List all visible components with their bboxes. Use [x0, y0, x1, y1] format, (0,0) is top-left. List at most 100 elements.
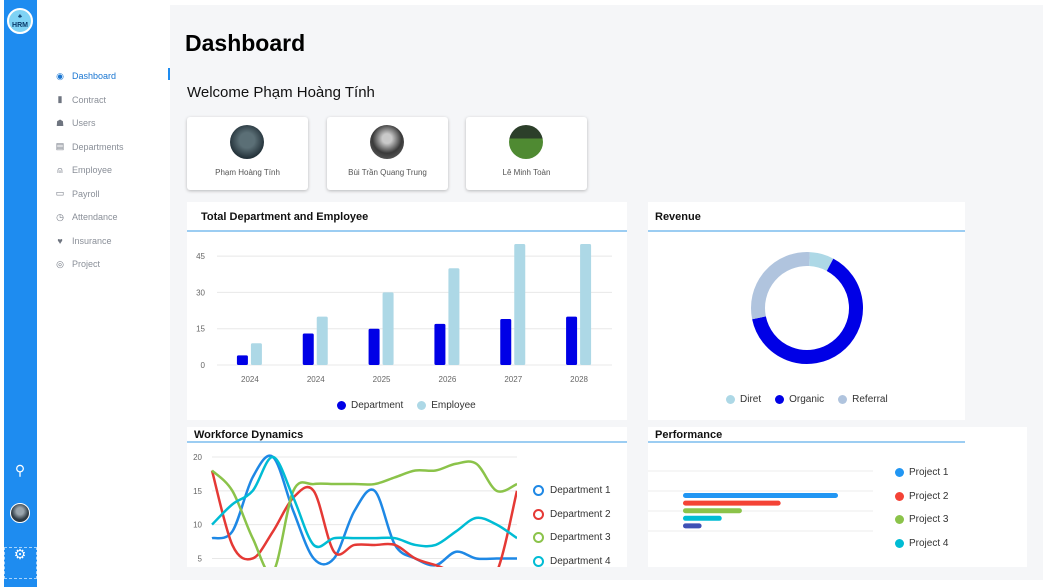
bar-project-5[interactable] [683, 523, 702, 529]
bar-employee[interactable] [250, 343, 262, 365]
users-icon: ☗ [55, 117, 65, 128]
legend-label: Referral [852, 394, 888, 405]
legend-item[interactable]: Project 4 [895, 538, 948, 549]
series-line-department-4[interactable] [211, 455, 517, 549]
bar-department[interactable] [236, 355, 248, 365]
user-card[interactable]: Phạm Hoàng Tính [187, 117, 308, 190]
sidebar-item-insurance[interactable]: ♥ Insurance [55, 232, 112, 250]
legend-item[interactable]: Project 1 [895, 467, 948, 478]
legend-label: Department 1 [550, 485, 611, 496]
legend-item[interactable]: Department [337, 400, 403, 411]
pie-slice-diret[interactable] [808, 252, 834, 272]
bar-department[interactable] [368, 328, 380, 365]
settings-area[interactable] [4, 547, 37, 579]
bar-employee[interactable] [448, 268, 460, 365]
legend-dot [838, 395, 848, 404]
sidebar-item-label: Attendance [72, 212, 118, 222]
gauge-icon: ◉ [56, 70, 64, 81]
legend-label: Project 3 [909, 514, 949, 525]
sidebar-item-departments[interactable]: ▤ Departments [55, 138, 124, 156]
legend-item[interactable]: Employee [417, 400, 476, 411]
building-icon: ▤ [55, 141, 65, 151]
legend-item[interactable]: Department 2 [533, 508, 611, 520]
legend-item[interactable]: Department 1 [533, 485, 611, 496]
sidebar-item-contract[interactable]: ▮ Contract [55, 91, 107, 109]
user-card[interactable]: Bùi Trần Quang Trung [327, 117, 448, 190]
legend-label: Project 2 [909, 490, 949, 502]
bar-employee[interactable] [580, 244, 592, 365]
user-switch-icon[interactable]: ⚲ [14, 462, 26, 478]
revenue-chart [751, 252, 863, 364]
y-tick-label: 20 [193, 453, 202, 462]
user-avatar [230, 125, 264, 159]
welcome-message: Welcome Phạm Hoàng Tính [187, 84, 375, 101]
legend-item[interactable]: Organic [775, 394, 824, 405]
legend-item[interactable]: Project 2 [895, 491, 948, 502]
bar-project-4[interactable] [683, 515, 722, 521]
user-name: Phạm Hoàng Tính [215, 168, 280, 177]
current-user-avatar[interactable] [10, 503, 30, 523]
bar-employee[interactable] [514, 244, 526, 365]
page-title: Dashboard [185, 30, 306, 56]
bar-project-1[interactable] [683, 493, 838, 498]
y-tick-label: 45 [196, 252, 205, 261]
sidebar-item-employee[interactable]: ⍝ Employee [55, 161, 112, 179]
y-tick-label: 30 [196, 288, 205, 297]
y-tick-label: 0 [201, 361, 206, 370]
workforce-chart: 5 10 15 20 [193, 453, 517, 567]
gear-icon[interactable]: ⚙ [13, 546, 27, 562]
sidebar-item-label: Employee [72, 165, 113, 175]
panel-title: Performance [648, 427, 965, 443]
panel-title: Revenue [648, 202, 965, 232]
legend-label: Project 4 [909, 537, 949, 549]
bar-project-2[interactable] [683, 500, 781, 506]
bar-employee[interactable] [382, 292, 394, 365]
user-card[interactable]: Lê Minh Toàn [466, 117, 587, 190]
bar-department[interactable] [302, 333, 314, 365]
bar-department[interactable] [500, 319, 512, 365]
performance-panel: Performance Project 1 Project 2 Project 3 P… [648, 427, 1027, 567]
x-tick-label: 2025 [373, 375, 391, 384]
legend-dot [726, 395, 735, 404]
pie-slice-organic[interactable] [752, 258, 863, 364]
x-tick-label: 2027 [504, 375, 522, 384]
legend-label: Organic [789, 394, 825, 405]
legend-marker [533, 485, 544, 496]
sidebar [37, 0, 170, 587]
pie-slice-referral[interactable] [751, 252, 810, 320]
bar-department[interactable] [566, 316, 578, 365]
bar-department[interactable] [434, 323, 446, 365]
user-avatar [509, 125, 543, 159]
legend-label: Project 1 [909, 467, 949, 478]
sidebar-item-payroll[interactable]: ▭ Payroll [55, 185, 100, 203]
legend-item[interactable]: Department 3 [533, 532, 611, 543]
legend-label: Department 2 [550, 508, 611, 520]
logo-mark-icon: ♣ [18, 13, 22, 20]
sidebar-item-dashboard[interactable]: ◉ Dashboard [55, 67, 116, 85]
bar-employee[interactable] [316, 316, 328, 365]
y-tick-label: 10 [193, 521, 202, 530]
legend-item[interactable]: Department 4 [533, 555, 611, 567]
bar-project-3[interactable] [683, 508, 742, 514]
legend-item[interactable]: Project 3 [895, 514, 948, 525]
sidebar-item-project[interactable]: ◎ Project [55, 255, 100, 273]
sidebar-item-attendance[interactable]: ◷ Attendance [55, 208, 118, 226]
x-tick-label: 2026 [439, 375, 457, 384]
series-line-department-2[interactable] [210, 470, 517, 567]
legend-dot [895, 491, 904, 501]
series-line-department-3[interactable] [211, 460, 517, 567]
legend-label: Department [351, 400, 404, 411]
y-tick-label: 15 [193, 487, 202, 496]
sidebar-item-label: Project [72, 259, 101, 269]
app-logo[interactable]: ♣ HRM [7, 8, 33, 34]
revenue-legend: Diret Organic Referral [726, 394, 902, 405]
legend-dot [417, 401, 427, 410]
sidebar-item-label: Insurance [72, 235, 112, 246]
legend-dot [895, 468, 904, 477]
series-line-department-1[interactable] [211, 454, 517, 567]
legend-item[interactable]: Diret [726, 394, 761, 405]
sidebar-item-label: Contract [72, 94, 107, 105]
legend-item[interactable]: Referral [838, 394, 888, 405]
legend-marker [533, 508, 544, 520]
sidebar-item-users[interactable]: ☗ Users [55, 114, 96, 132]
